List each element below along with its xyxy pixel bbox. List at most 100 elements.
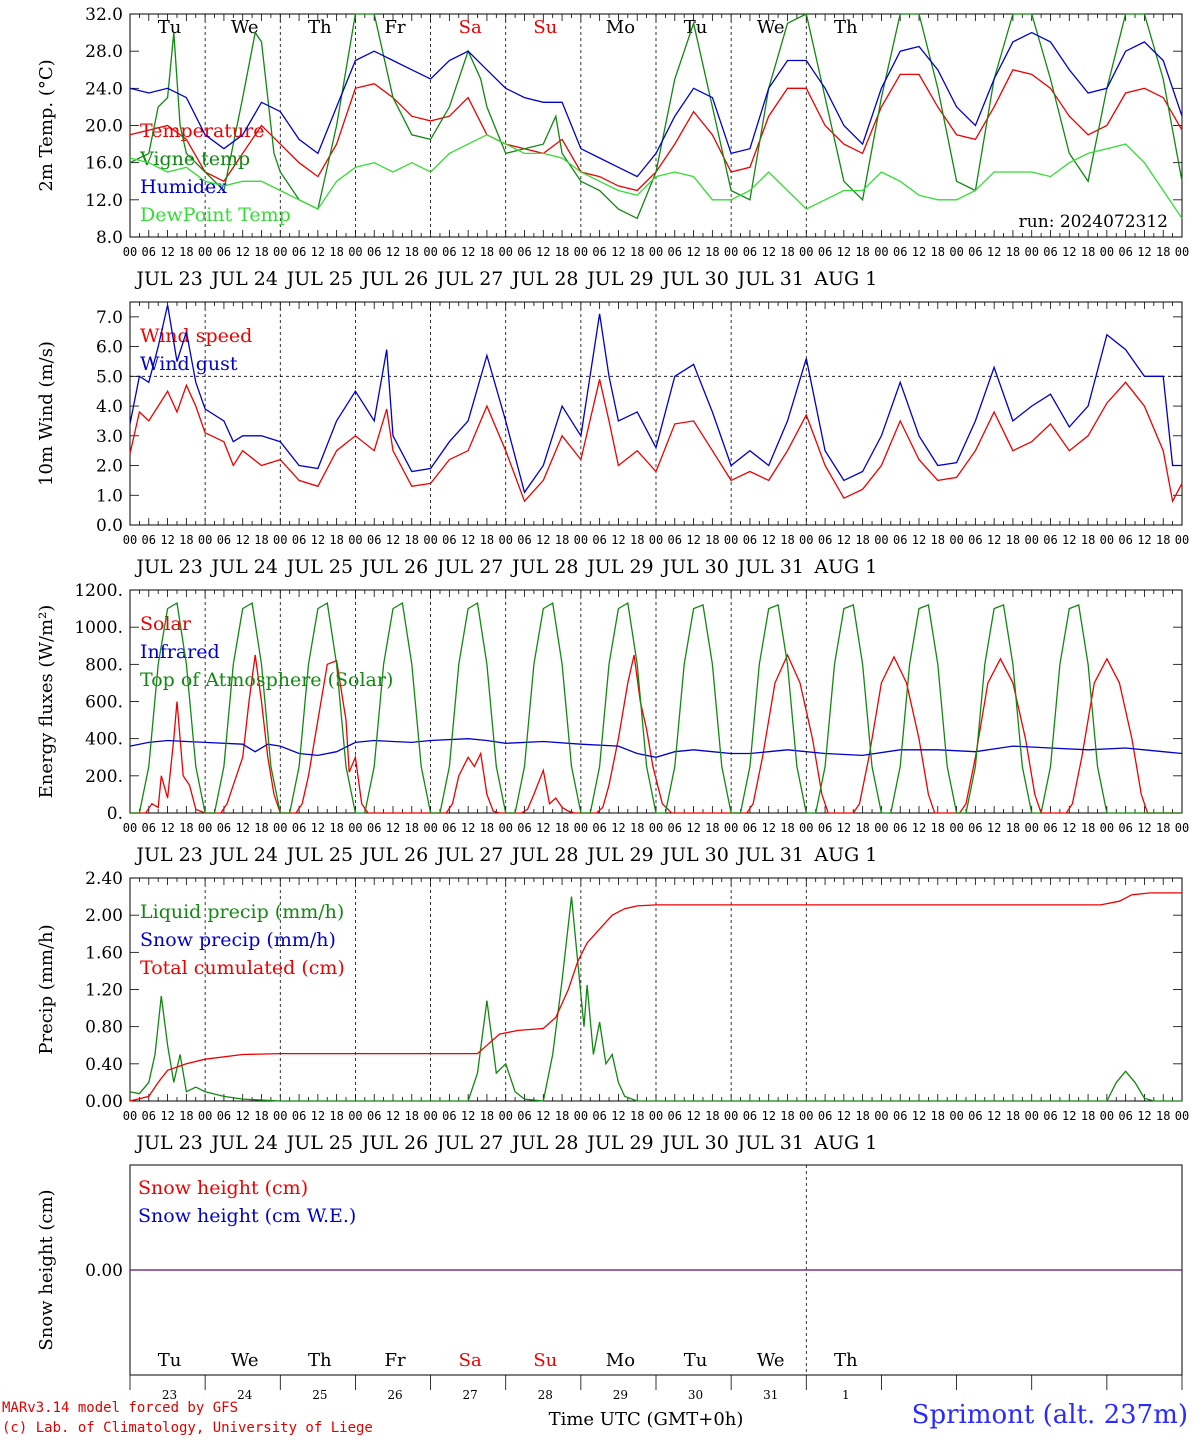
- hour-tick-label: 12: [761, 1109, 775, 1123]
- hour-tick-label: 18: [780, 245, 794, 259]
- hour-tick-label: 18: [480, 533, 494, 547]
- hour-tick-label: 18: [931, 1109, 945, 1123]
- legend-entry: Wind gust: [140, 353, 238, 375]
- weekday-label: We: [757, 1350, 785, 1371]
- hour-tick-label: 06: [592, 821, 606, 835]
- hour-tick-label: 00: [123, 821, 137, 835]
- date-label: JUL 31: [735, 844, 803, 866]
- hour-tick-label: 06: [818, 245, 832, 259]
- hour-tick-label: 06: [668, 1109, 682, 1123]
- hour-tick-label: 18: [1156, 1109, 1170, 1123]
- hour-tick-label: 00: [1100, 821, 1114, 835]
- date-label: JUL 25: [285, 556, 353, 578]
- hour-tick-label: 12: [386, 533, 400, 547]
- hour-tick-label: 06: [292, 1109, 306, 1123]
- weekday-label: Sa: [459, 17, 482, 38]
- date-label: JUL 25: [285, 1132, 353, 1154]
- y-axis-title: Snow height (cm): [36, 1189, 57, 1350]
- hour-tick-label: 18: [630, 1109, 644, 1123]
- hour-tick-label: 00: [874, 533, 888, 547]
- hour-tick-label: 00: [1175, 245, 1189, 259]
- weekday-label: Th: [308, 17, 332, 38]
- weekday-label: Tu: [684, 1350, 708, 1371]
- weekday-label: Th: [834, 17, 858, 38]
- hour-tick-label: 00: [123, 533, 137, 547]
- y-tick-label: 1.20: [85, 981, 123, 1001]
- legend-entry: Infrared: [140, 641, 220, 663]
- hour-tick-label: 18: [705, 1109, 719, 1123]
- hour-tick-label: 00: [874, 1109, 888, 1123]
- hour-tick-label: 12: [386, 1109, 400, 1123]
- hour-tick-label: 06: [292, 245, 306, 259]
- date-label: JUL 26: [360, 268, 428, 290]
- hour-tick-label: 12: [912, 533, 926, 547]
- y-tick-label: 5.0: [96, 367, 123, 387]
- hour-tick-label: 12: [837, 1109, 851, 1123]
- weekday-label: Tu: [684, 17, 708, 38]
- hour-tick-label: 18: [405, 245, 419, 259]
- hour-tick-label: 12: [235, 533, 249, 547]
- hour-tick-label: 06: [1043, 1109, 1057, 1123]
- hour-tick-label: 00: [799, 1109, 813, 1123]
- date-label: JUL 30: [660, 556, 728, 578]
- legend-entry: Top of Atmosphere (Solar): [140, 669, 393, 691]
- hour-tick-label: 00: [498, 533, 512, 547]
- weekday-label: We: [231, 1350, 259, 1371]
- hour-tick-label: 12: [611, 1109, 625, 1123]
- legend-entry: Temperature: [140, 120, 264, 142]
- date-label: JUL 26: [360, 556, 428, 578]
- hour-tick-label: 00: [574, 821, 588, 835]
- date-label: JUL 30: [660, 844, 728, 866]
- hour-tick-label: 12: [536, 245, 550, 259]
- hour-tick-label: 18: [1081, 1109, 1095, 1123]
- hour-tick-label: 18: [179, 245, 193, 259]
- y-tick-label: 2.0: [96, 457, 123, 477]
- hour-tick-label: 18: [1006, 1109, 1020, 1123]
- weekday-label: Fr: [384, 17, 405, 38]
- hour-tick-label: 12: [1137, 533, 1151, 547]
- hour-tick-label: 18: [1156, 533, 1170, 547]
- hour-tick-label: 12: [461, 245, 475, 259]
- hour-tick-label: 06: [968, 1109, 982, 1123]
- y-tick-label: 28.0: [85, 42, 123, 62]
- hour-tick-label: 00: [423, 533, 437, 547]
- weekday-label: Su: [533, 17, 557, 38]
- hour-tick-label: 12: [987, 245, 1001, 259]
- weekday-label: Mo: [606, 1350, 635, 1371]
- series-line: [130, 653, 1182, 814]
- date-label: JUL 29: [585, 268, 653, 290]
- hour-tick-label: 18: [254, 533, 268, 547]
- y-tick-label: 0.80: [85, 1018, 123, 1038]
- hour-tick-label: 18: [1006, 533, 1020, 547]
- hour-tick-label: 18: [1156, 821, 1170, 835]
- hour-tick-label: 18: [179, 1109, 193, 1123]
- date-label: 24: [237, 1388, 253, 1402]
- hour-tick-label: 06: [217, 821, 231, 835]
- hour-tick-label: 06: [442, 533, 456, 547]
- hour-tick-label: 06: [668, 821, 682, 835]
- hour-tick-label: 06: [743, 245, 757, 259]
- series-line: [130, 601, 1182, 814]
- hour-tick-label: 12: [987, 533, 1001, 547]
- y-axis-title: Precip (mm/h): [36, 924, 57, 1054]
- y-tick-label: 2.40: [85, 869, 123, 889]
- hour-tick-label: 18: [555, 533, 569, 547]
- hour-tick-label: 18: [329, 821, 343, 835]
- hour-tick-label: 06: [668, 245, 682, 259]
- hour-tick-label: 00: [348, 533, 362, 547]
- hour-tick-label: 06: [893, 1109, 907, 1123]
- hour-tick-label: 18: [329, 533, 343, 547]
- hour-tick-label: 12: [686, 821, 700, 835]
- date-label: JUL 23: [134, 556, 202, 578]
- hour-tick-label: 06: [592, 533, 606, 547]
- hour-tick-label: 06: [893, 245, 907, 259]
- hour-tick-label: 12: [837, 821, 851, 835]
- hour-tick-label: 12: [912, 1109, 926, 1123]
- hour-tick-label: 18: [329, 1109, 343, 1123]
- hour-tick-label: 06: [668, 533, 682, 547]
- hour-tick-label: 18: [254, 821, 268, 835]
- y-tick-label: 600.: [85, 693, 123, 713]
- hour-tick-label: 18: [405, 821, 419, 835]
- legend-entry: Liquid precip (mm/h): [140, 901, 344, 923]
- date-label: 25: [312, 1388, 327, 1402]
